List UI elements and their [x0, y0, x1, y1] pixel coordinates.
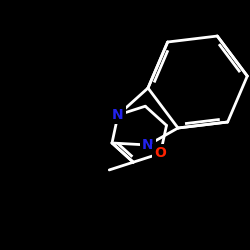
Text: N: N [112, 108, 124, 122]
Text: O: O [154, 146, 166, 160]
Text: N: N [142, 138, 154, 152]
